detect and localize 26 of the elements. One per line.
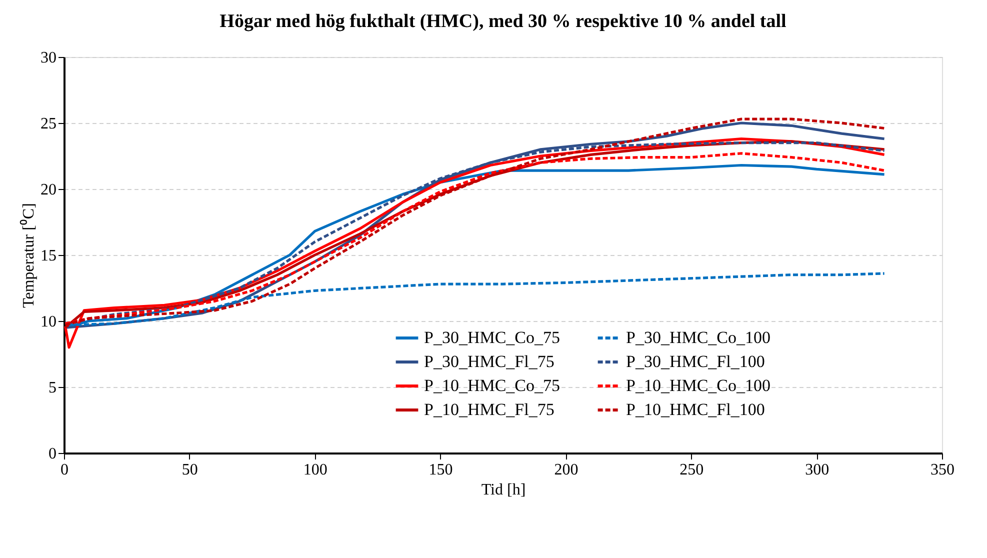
legend-label: P_10_HMC_Co_100 bbox=[626, 376, 771, 395]
legend-label: P_10_HMC_Fl_75 bbox=[424, 400, 554, 419]
legend-label: P_30_HMC_Co_100 bbox=[626, 328, 771, 347]
chart-title: Högar med hög fukthalt (HMC), med 30 % respektive 10 % andel tall bbox=[220, 11, 786, 32]
y-tick-label: 5 bbox=[48, 380, 56, 396]
y-axis-title: Temperatur [⁰C] bbox=[20, 203, 38, 308]
legend-label: P_30_HMC_Co_75 bbox=[424, 328, 560, 347]
legend-label: P_10_HMC_Fl_100 bbox=[626, 400, 765, 419]
y-tick-label: 30 bbox=[40, 50, 56, 66]
x-tick-label: 250 bbox=[680, 462, 704, 478]
x-tick-label: 100 bbox=[303, 462, 328, 478]
legend-label: P_30_HMC_Fl_100 bbox=[626, 352, 765, 371]
x-tick-label: 300 bbox=[805, 462, 830, 478]
y-tick-label: 10 bbox=[40, 314, 56, 330]
y-tick-label: 0 bbox=[48, 446, 56, 462]
x-tick-label: 0 bbox=[60, 462, 68, 478]
y-tick-label: 15 bbox=[40, 248, 56, 264]
legend-label: P_30_HMC_Fl_75 bbox=[424, 352, 554, 371]
x-tick-label: 150 bbox=[428, 462, 453, 478]
y-tick-label: 25 bbox=[40, 116, 56, 132]
x-tick-label: 200 bbox=[554, 462, 578, 478]
x-axis-title: Tid [h] bbox=[481, 482, 526, 498]
x-tick-label: 50 bbox=[182, 462, 198, 478]
x-tick-label: 350 bbox=[930, 462, 954, 478]
legend-label: P_10_HMC_Co_75 bbox=[424, 376, 560, 395]
y-tick-label: 20 bbox=[40, 182, 56, 198]
